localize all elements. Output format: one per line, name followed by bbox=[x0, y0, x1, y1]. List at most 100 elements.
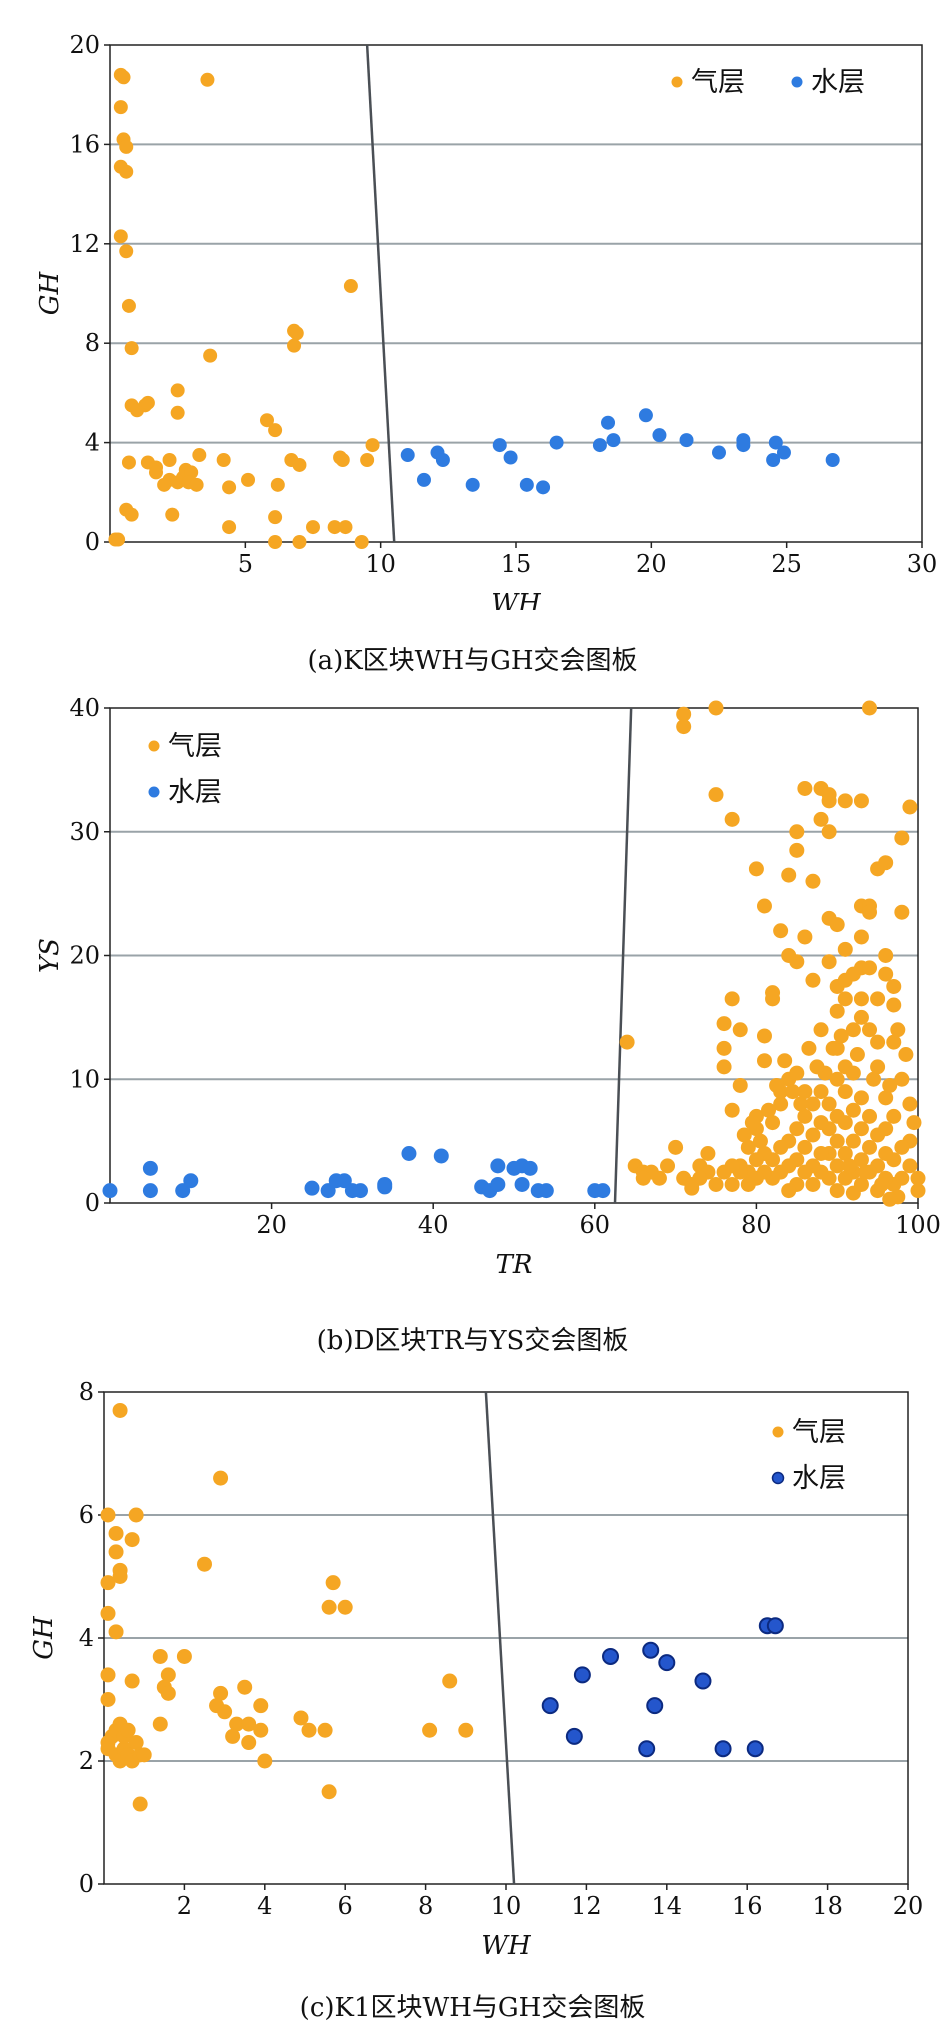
gas-layer-point bbox=[213, 1470, 229, 1486]
y-tick-label: 8 bbox=[79, 1378, 94, 1406]
gas-layer-point bbox=[837, 1084, 853, 1100]
gas-layer-point bbox=[189, 477, 204, 492]
y-tick-label: 2 bbox=[79, 1747, 94, 1775]
legend-label-gas: 气层 bbox=[792, 1417, 846, 1448]
gas-layer-point bbox=[740, 1176, 756, 1192]
gas-layer-point bbox=[801, 1040, 817, 1056]
gas-layer-point bbox=[870, 1034, 886, 1050]
gas-layer-point bbox=[837, 991, 853, 1007]
gas-layer-point bbox=[108, 1624, 124, 1640]
gas-layer-point bbox=[192, 448, 207, 463]
gas-layer-point bbox=[287, 338, 302, 353]
gas-layer-point bbox=[203, 348, 218, 363]
water-layer-point bbox=[175, 1183, 191, 1199]
gas-layer-point bbox=[422, 1722, 438, 1738]
gas-layer-point bbox=[259, 413, 274, 428]
x-tick-label: 80 bbox=[741, 1211, 772, 1239]
gas-layer-point bbox=[724, 1176, 740, 1192]
gas-layer-point bbox=[716, 1059, 732, 1075]
water-layer-point bbox=[638, 408, 653, 423]
x-tick-label: 14 bbox=[652, 1892, 683, 1920]
gas-layer-point bbox=[321, 1599, 337, 1615]
gas-layer-point bbox=[253, 1698, 269, 1714]
x-tick-label: 8 bbox=[418, 1892, 433, 1920]
gas-layer-point bbox=[268, 510, 283, 525]
gas-layer-point bbox=[257, 1753, 273, 1769]
gas-layer-point bbox=[845, 1065, 861, 1081]
gas-layer-point bbox=[882, 1191, 898, 1207]
water-layer-point bbox=[766, 452, 781, 467]
gas-layer-point bbox=[813, 1084, 829, 1100]
water-layer-point bbox=[401, 1146, 417, 1161]
x-tick-label: 30 bbox=[907, 550, 938, 578]
gas-layer-point bbox=[756, 1028, 772, 1044]
gas-layer-point bbox=[301, 1722, 317, 1738]
gas-layer-point bbox=[874, 1176, 890, 1192]
gas-layer-point bbox=[736, 1127, 752, 1143]
gas-layer-point bbox=[805, 1096, 821, 1112]
gas-layer-point bbox=[829, 1003, 845, 1019]
gas-layer-point bbox=[306, 520, 320, 535]
water-layer-point bbox=[776, 445, 791, 460]
y-tick-label: 0 bbox=[79, 1870, 94, 1898]
legend-marker-water bbox=[791, 76, 803, 88]
gas-layer-point bbox=[170, 405, 185, 420]
gas-layer-point bbox=[229, 1716, 245, 1732]
gas-layer-point bbox=[160, 1667, 176, 1683]
gas-layer-point bbox=[789, 842, 805, 858]
gas-layer-point bbox=[862, 1022, 878, 1038]
gas-layer-point bbox=[870, 1127, 886, 1143]
water-layer-point bbox=[416, 472, 431, 487]
gas-layer-point bbox=[789, 1121, 805, 1137]
gas-layer-point bbox=[442, 1673, 458, 1689]
gas-layer-point bbox=[894, 1071, 910, 1087]
gas-layer-point bbox=[797, 1139, 813, 1155]
gas-layer-point bbox=[354, 535, 369, 549]
water-layer-point bbox=[694, 1672, 712, 1690]
gas-layer-point bbox=[732, 1022, 748, 1038]
gas-layer-point bbox=[906, 1115, 922, 1131]
gas-layer-point bbox=[853, 1152, 869, 1168]
water-layer-point bbox=[601, 415, 616, 430]
gas-layer-point bbox=[756, 1053, 772, 1069]
gas-layer-point bbox=[805, 873, 821, 889]
gas-layer-point bbox=[197, 1556, 212, 1572]
gas-layer-point bbox=[853, 1121, 869, 1137]
gas-layer-point bbox=[898, 1047, 914, 1062]
water-layer-point bbox=[400, 448, 415, 463]
y-tick-label: 10 bbox=[69, 1065, 100, 1093]
y-tick-label: 20 bbox=[69, 31, 100, 59]
x-tick-label: 4 bbox=[257, 1892, 272, 1920]
gas-layer-point bbox=[797, 929, 813, 945]
water-layer-point bbox=[435, 452, 450, 467]
gas-layer-point bbox=[124, 341, 139, 356]
chart-caption-c: (c)K1区块WH与GH交会图板 bbox=[299, 1993, 646, 2023]
gas-layer-point bbox=[292, 535, 307, 549]
gas-layer-point bbox=[793, 1096, 809, 1112]
chart-panel-a: 0 4 8 12 16 20 5 10 15 20 25 30 WH GH 气层 水层 (a)K区块WH与GH… bbox=[0, 0, 945, 690]
gas-layer-point bbox=[676, 719, 692, 735]
x-tick-label: 20 bbox=[636, 550, 667, 578]
gas-layer-point bbox=[833, 1028, 849, 1044]
gas-layer-point bbox=[338, 520, 353, 535]
gas-layer-point bbox=[241, 472, 256, 487]
y-tick-label: 16 bbox=[69, 130, 100, 158]
gas-layer-point bbox=[157, 477, 172, 492]
gas-layer-point bbox=[708, 700, 724, 716]
gas-layer-point bbox=[225, 1728, 241, 1744]
y-axis-label: YS bbox=[35, 938, 65, 973]
gas-layer-point bbox=[805, 1127, 821, 1143]
gas-layer-point bbox=[237, 1679, 253, 1695]
gas-layer-point bbox=[809, 1059, 825, 1075]
gas-layer-point bbox=[100, 1575, 116, 1591]
x-axis-label: WH bbox=[491, 589, 542, 610]
water-layer-point bbox=[595, 1183, 611, 1199]
gas-layer-point bbox=[317, 1722, 333, 1738]
gas-layer-point bbox=[716, 1164, 732, 1180]
y-axis-label: GH bbox=[29, 1615, 59, 1660]
gas-layer-point bbox=[845, 1185, 861, 1201]
gas-layer-point bbox=[165, 507, 180, 522]
gas-layer-point bbox=[841, 1158, 857, 1174]
gas-layer-point bbox=[458, 1722, 474, 1738]
